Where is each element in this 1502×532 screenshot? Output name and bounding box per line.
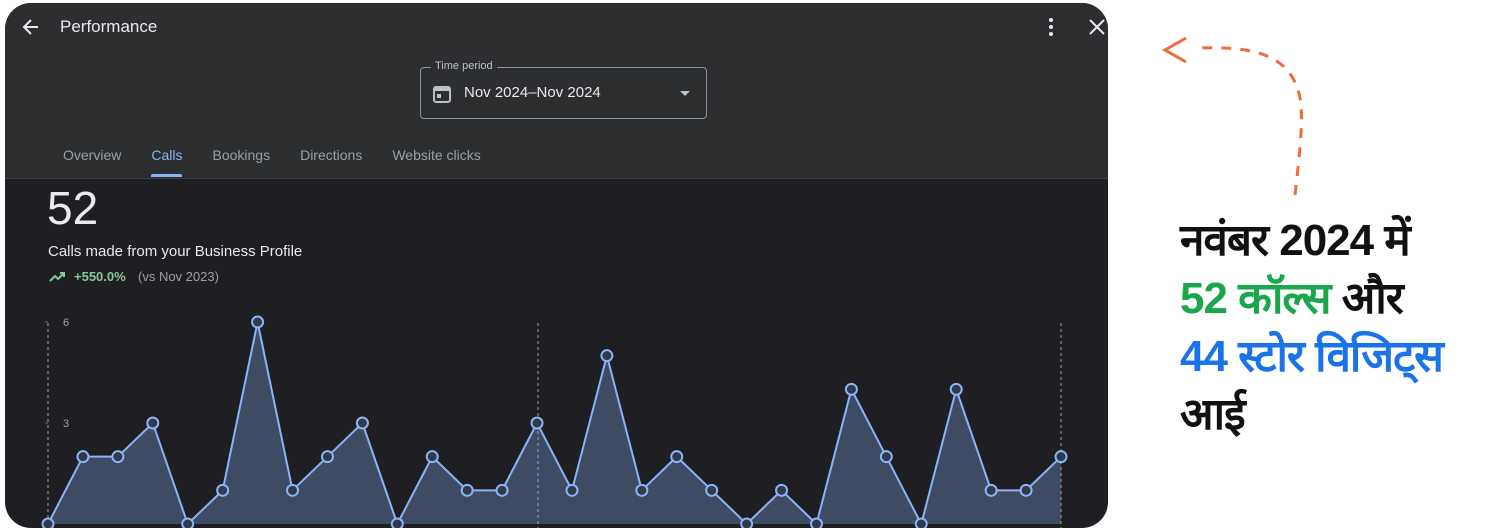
metric-description: Calls made from your Business Profile (48, 243, 303, 260)
point (1054, 450, 1068, 464)
calls-chart: 36 (41, 315, 1068, 528)
point (425, 450, 439, 464)
point (390, 517, 404, 528)
point (809, 517, 823, 528)
point (984, 483, 998, 497)
point (530, 416, 544, 430)
point (460, 483, 474, 497)
caption-line: नवंबर 2024 में (1180, 212, 1443, 270)
point (949, 382, 963, 396)
point (251, 315, 265, 329)
tab[interactable]: Directions (300, 147, 363, 163)
back-button[interactable] (20, 16, 42, 38)
tab[interactable]: Website clicks (392, 147, 481, 163)
area (48, 322, 1061, 524)
menu-button[interactable] (1041, 16, 1061, 38)
caption-line: 44 स्टोर विजिट्स (1180, 328, 1444, 386)
y-tick-label: 6 (63, 317, 69, 329)
point (879, 450, 893, 464)
caption-text: 44 स्टोर विजिट्स (1180, 332, 1444, 381)
select-value: Nov 2024–Nov 2024 (464, 84, 601, 101)
point (286, 483, 300, 497)
point (355, 416, 369, 430)
caption-text: और (1330, 274, 1404, 323)
point (1019, 483, 1033, 497)
tab[interactable]: Calls (151, 147, 183, 177)
point (76, 450, 90, 464)
title: Performance (60, 17, 158, 36)
point (670, 450, 684, 464)
select-label: Time period (431, 60, 497, 72)
point (181, 517, 195, 528)
trend-icon (49, 272, 65, 282)
point (216, 483, 230, 497)
point (600, 349, 614, 363)
point (320, 450, 334, 464)
point (775, 483, 789, 497)
time-period-select[interactable]: Time period Nov 2024–Nov 2024 (420, 60, 707, 119)
close-button[interactable] (1087, 17, 1107, 37)
caption-text: आई (1180, 390, 1246, 439)
caption-line: आई (1180, 386, 1443, 444)
point (565, 483, 579, 497)
tab[interactable]: Overview (63, 147, 122, 163)
point (844, 382, 858, 396)
panel-header: Performance Time period Nov 2024–Nov 202… (5, 3, 1108, 179)
calendar-icon (433, 86, 451, 103)
point (705, 483, 719, 497)
total-value: 52 (47, 182, 99, 234)
point (41, 517, 55, 528)
performance-panel: Performance Time period Nov 2024–Nov 202… (5, 3, 1108, 528)
point (495, 483, 509, 497)
caption: नवंबर 2024 में 52 कॉल्स और 44 स्टोर विजिट्… (1180, 212, 1444, 444)
point (635, 483, 649, 497)
line (47, 321, 1062, 527)
caption-line: 52 कॉल्स और (1180, 270, 1443, 328)
point (111, 450, 125, 464)
y-tick-label: 3 (63, 418, 69, 430)
dropdown-caret (680, 91, 690, 96)
caption-text: नवंबर 2024 में (1180, 216, 1411, 265)
caption-text: 52 कॉल्स (1180, 274, 1331, 323)
point (146, 416, 160, 430)
change-percent: +550.0% (74, 269, 126, 284)
point (914, 517, 928, 528)
comparison-period: (vs Nov 2023) (138, 269, 219, 284)
tab[interactable]: Bookings (212, 147, 271, 163)
tab-bar: Overview Calls Bookings Directions Website c… (63, 147, 481, 177)
point (740, 517, 754, 528)
